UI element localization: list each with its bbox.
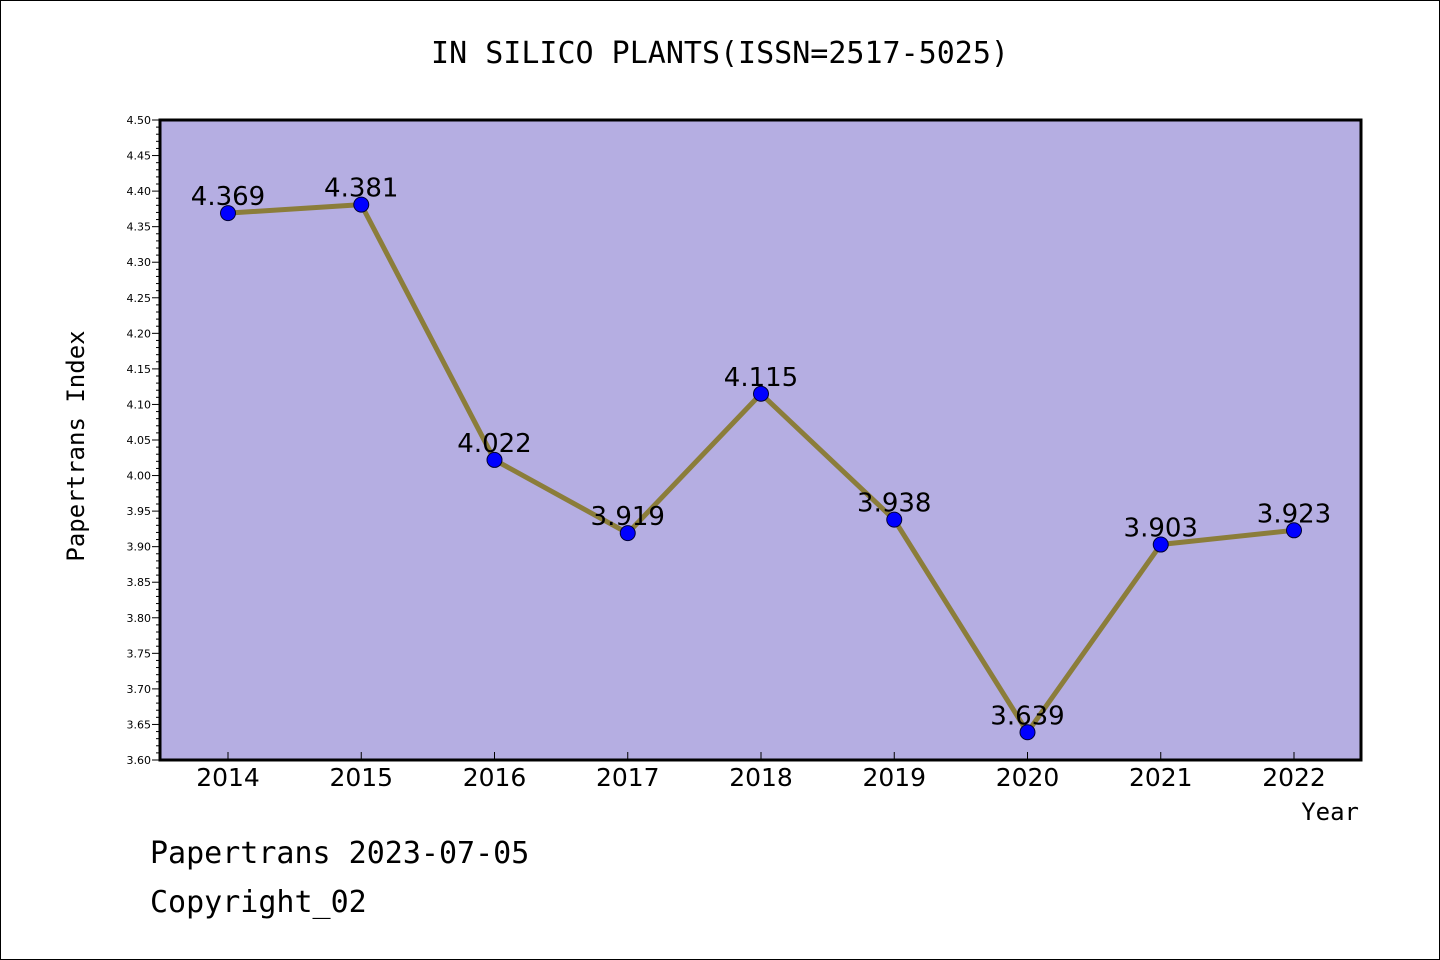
data-label: 4.369 (191, 182, 265, 212)
x-tick-label: 2021 (1129, 763, 1193, 792)
y-tick-label: 4.30 (127, 256, 152, 269)
y-tick-label: 3.85 (127, 576, 152, 589)
x-tick-label: 2015 (329, 763, 393, 792)
data-point (619, 525, 636, 542)
y-tick-label: 4.45 (127, 150, 152, 163)
y-axis-ticks: 3.60 3.65 3.70 3.75 3.80 3.85 3.90 3.95 4.00 4.05… (127, 114, 160, 767)
x-tick-label: 2020 (996, 763, 1060, 792)
data-labels: 4.369 4.381 4.022 3.919 4.115 3.938 3.639 3.903… (191, 174, 1331, 732)
y-tick-label: 4.50 (127, 114, 152, 127)
footer-date-line: Papertrans 2023-07-05 (150, 836, 530, 871)
data-point (1286, 522, 1302, 539)
data-label: 3.639 (990, 701, 1064, 731)
x-tick-label: 2022 (1262, 763, 1326, 792)
y-tick-label: 4.05 (127, 434, 152, 447)
y-tick-label: 4.10 (127, 398, 152, 411)
y-tick-label: 4.20 (127, 327, 152, 340)
y-tick-label: 4.35 (127, 221, 152, 234)
y-tick-label: 4.15 (127, 363, 152, 376)
y-tick-label: 4.40 (127, 185, 152, 198)
x-tick-label: 2014 (196, 763, 260, 792)
data-label: 3.919 (591, 502, 665, 532)
chart-title: IN SILICO PLANTS(ISSN=2517-5025) (431, 36, 1009, 71)
data-label: 4.115 (724, 363, 798, 393)
y-tick-label: 3.90 (127, 541, 152, 554)
data-point (1019, 724, 1036, 741)
data-point (486, 451, 503, 468)
y-tick-label: 3.65 (127, 718, 152, 731)
y-axis-title: Papertrans Index (62, 330, 90, 561)
x-tick-label: 2016 (463, 763, 527, 792)
plot-border (158, 118, 1363, 762)
y-tick-label: 3.95 (127, 505, 152, 518)
y-tick-label: 3.70 (127, 683, 152, 696)
data-label: 4.381 (324, 174, 398, 204)
y-tick-label: 3.60 (127, 754, 152, 767)
data-label: 3.903 (1124, 514, 1198, 544)
y-tick-label: 3.80 (127, 612, 152, 625)
data-point (353, 196, 370, 213)
y-tick-label: 3.75 (127, 647, 152, 660)
data-point (886, 511, 903, 528)
x-tick-label: 2017 (596, 763, 660, 792)
x-axis-title: Year (1301, 798, 1359, 826)
y-tick-label: 4.25 (127, 292, 152, 305)
data-label: 3.938 (857, 489, 931, 519)
data-point (220, 205, 236, 222)
data-point (753, 385, 769, 402)
data-points (220, 196, 1302, 741)
x-axis-ticks: 2014 2015 2016 2017 2018 2019 2020 2021 2022 (196, 752, 1326, 792)
footer-copyright-line: Copyright_02 (150, 885, 367, 920)
x-tick-label: 2018 (729, 763, 793, 792)
y-tick-label: 4.00 (127, 470, 152, 483)
plot-area (160, 120, 1361, 760)
data-label: 3.923 (1257, 499, 1331, 529)
data-point (1152, 536, 1169, 553)
data-label: 4.022 (457, 429, 531, 459)
x-tick-label: 2019 (862, 763, 926, 792)
